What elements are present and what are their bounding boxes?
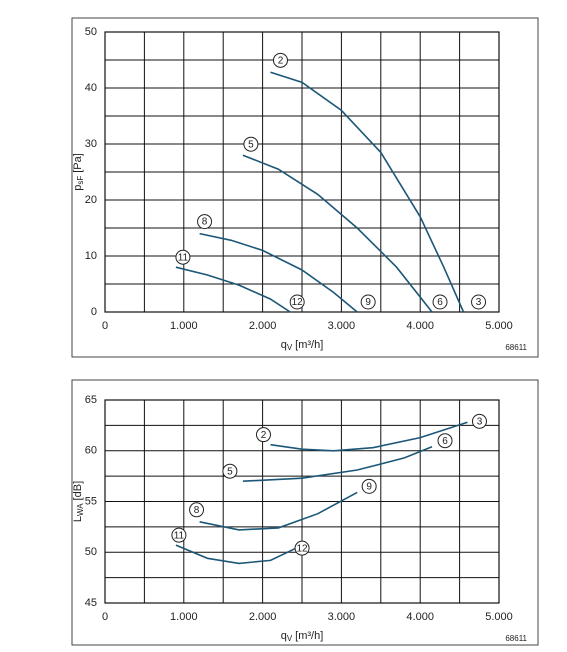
curve bbox=[199, 491, 358, 531]
x-axis-label-unit: [m³/h] bbox=[295, 339, 323, 351]
y-axis-label-sub: WA bbox=[76, 503, 85, 516]
curve-label: 9 bbox=[366, 482, 372, 493]
curve-label: 5 bbox=[227, 466, 233, 477]
y-tick-label: 30 bbox=[85, 138, 97, 150]
y-axis-label-text: p bbox=[72, 185, 84, 191]
figure-code: 68611 bbox=[505, 634, 527, 643]
curve bbox=[175, 544, 299, 565]
y-axis-label-unit: [dB] bbox=[72, 481, 84, 501]
curve-label-circle bbox=[189, 502, 205, 518]
x-axis-label-sub: V bbox=[287, 343, 293, 352]
y-tick-label: 50 bbox=[85, 546, 97, 558]
x-axis-label-sub: V bbox=[287, 634, 293, 643]
x-axis-label-text: q bbox=[281, 630, 287, 642]
y-tick-label: 40 bbox=[85, 82, 97, 94]
x-tick-label: 3.000 bbox=[328, 320, 356, 332]
curve-label: 8 bbox=[202, 217, 208, 228]
y-axis-label-sub: sF bbox=[76, 176, 85, 185]
curve bbox=[199, 232, 358, 313]
x-tick-label: 1.000 bbox=[170, 611, 198, 623]
panel-frame bbox=[71, 17, 539, 358]
curve-label: 8 bbox=[194, 505, 200, 516]
curve-label-circle bbox=[361, 478, 377, 494]
curve-label: 2 bbox=[261, 430, 267, 441]
curve bbox=[242, 154, 433, 313]
curve-label-circle bbox=[432, 294, 448, 310]
curve-label-circle bbox=[360, 294, 376, 310]
curve-label-circle bbox=[471, 294, 487, 310]
x-tick-label: 0 bbox=[102, 611, 108, 623]
y-axis-label: psF [Pa] bbox=[72, 153, 85, 191]
curve-label-circle bbox=[255, 427, 271, 443]
x-tick-label: 4.000 bbox=[406, 320, 434, 332]
y-tick-label: 20 bbox=[85, 194, 97, 206]
curve-label: 5 bbox=[248, 139, 254, 150]
figure-code: 68611 bbox=[505, 343, 527, 352]
x-tick-label: 3.000 bbox=[328, 611, 356, 623]
curve-label: 2 bbox=[278, 55, 284, 66]
x-axis-label: qV [m³/h] bbox=[281, 630, 324, 643]
x-tick-label: 2.000 bbox=[249, 611, 277, 623]
curve-label: 11 bbox=[178, 252, 189, 263]
x-axis-label-text: q bbox=[281, 339, 287, 351]
curve-label-circle bbox=[197, 214, 213, 230]
curve-label-circle bbox=[243, 136, 259, 152]
y-tick-label: 60 bbox=[85, 445, 97, 457]
y-tick-label: 0 bbox=[91, 306, 97, 318]
y-tick-label: 55 bbox=[85, 495, 97, 507]
curve bbox=[242, 445, 433, 482]
panel-frame bbox=[71, 379, 539, 646]
curve-label-circle bbox=[171, 527, 187, 543]
y-axis-label-text: L bbox=[72, 516, 84, 522]
x-axis-label-unit: [m³/h] bbox=[295, 630, 323, 642]
x-tick-label: 4.000 bbox=[406, 611, 434, 623]
curve-label: 6 bbox=[437, 297, 443, 308]
y-axis-label-unit: [Pa] bbox=[72, 153, 84, 173]
curve-label-circle bbox=[471, 413, 487, 429]
curve-label-circle bbox=[289, 294, 305, 310]
plot: 0 1.000 2.000 3.000 4.000 5.00001020304050qV[… bbox=[72, 26, 528, 352]
curve-label: 6 bbox=[442, 436, 448, 447]
curve-label-circle bbox=[294, 540, 310, 556]
curve bbox=[270, 421, 468, 452]
x-tick-label: 0 bbox=[102, 320, 108, 332]
curve-label: 3 bbox=[477, 416, 483, 427]
curve-label-circle bbox=[175, 249, 191, 265]
x-tick-label: 1.000 bbox=[170, 320, 198, 332]
curve-label: 12 bbox=[296, 543, 308, 554]
curve-label-circle bbox=[272, 52, 288, 68]
y-tick-label: 50 bbox=[85, 26, 97, 38]
x-axis-label: qV [m³/h] bbox=[281, 339, 324, 352]
y-tick-label: 65 bbox=[85, 394, 97, 406]
y-tick-label: 45 bbox=[85, 597, 97, 609]
y-tick-label: 10 bbox=[85, 250, 97, 262]
curve-label: 12 bbox=[292, 297, 304, 308]
curve-label: 3 bbox=[476, 297, 482, 308]
curve bbox=[270, 71, 465, 313]
y-axis-label: LWA [dB] bbox=[72, 481, 85, 522]
curve-label-circle bbox=[437, 433, 453, 449]
x-tick-label: 5.000 bbox=[485, 611, 513, 623]
curve-label-circle bbox=[222, 463, 238, 479]
x-tick-label: 5.000 bbox=[485, 320, 513, 332]
curve bbox=[175, 266, 291, 313]
curve-label: 11 bbox=[174, 530, 185, 541]
curve-label: 9 bbox=[365, 297, 371, 308]
x-tick-label: 2.000 bbox=[249, 320, 277, 332]
